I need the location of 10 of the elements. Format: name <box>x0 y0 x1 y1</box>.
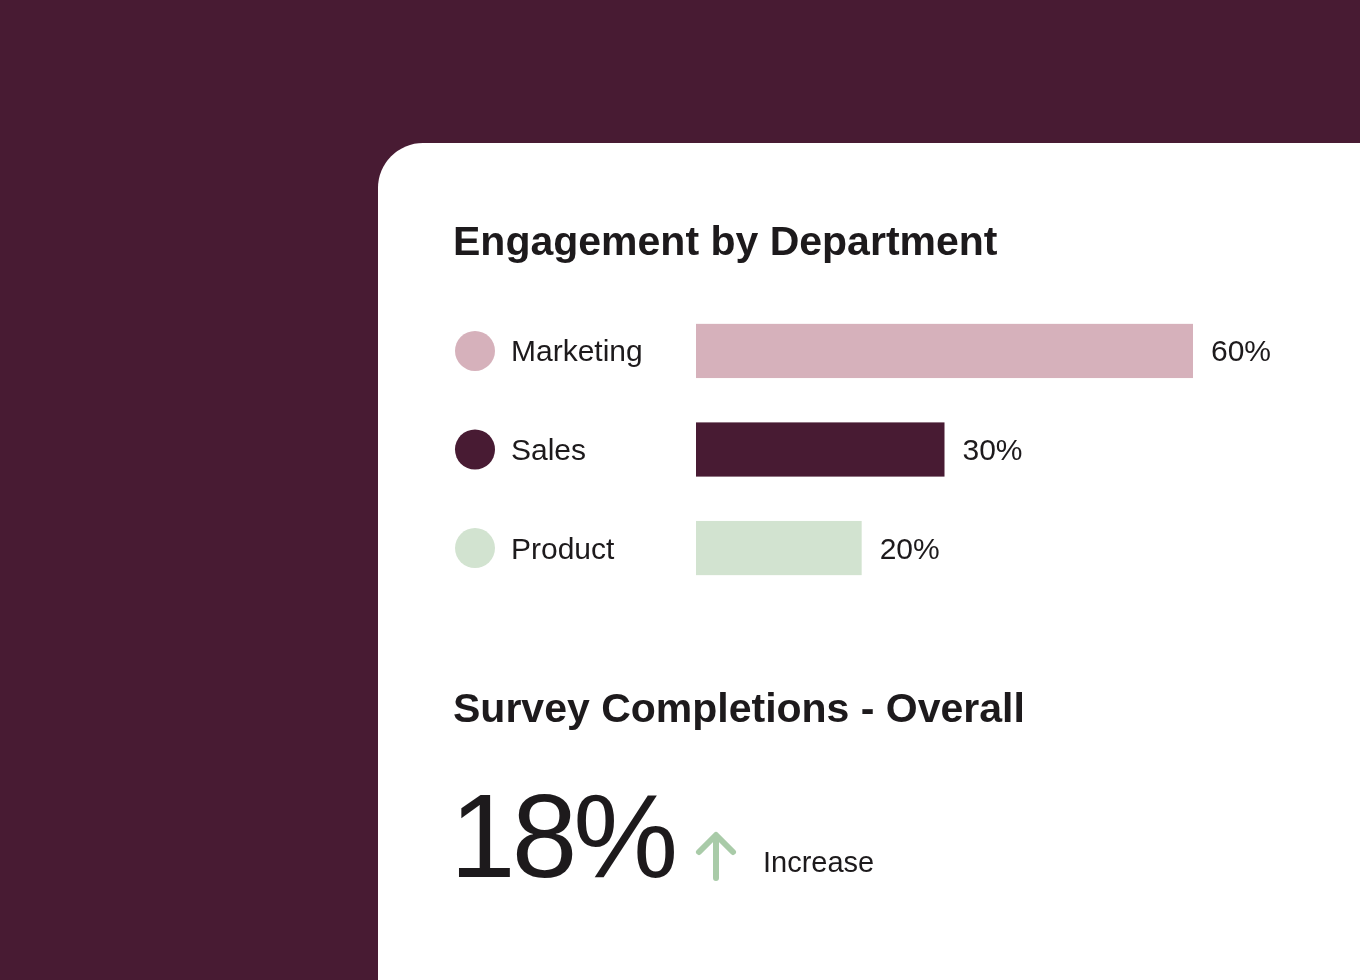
text: Increase <box>763 846 875 878</box>
chart-title: Engagement by Department <box>453 218 998 264</box>
text: 18% <box>450 770 675 902</box>
data-label: 60% <box>1211 334 1272 368</box>
data-label: 30% <box>962 433 1023 466</box>
y-tick-label: Sales <box>511 433 587 466</box>
data-label: 20% <box>879 531 940 565</box>
y-tick-label: Product <box>511 531 616 565</box>
y-tick-label: Marketing <box>511 334 643 368</box>
text: Survey Completions - Overall <box>453 685 1025 731</box>
